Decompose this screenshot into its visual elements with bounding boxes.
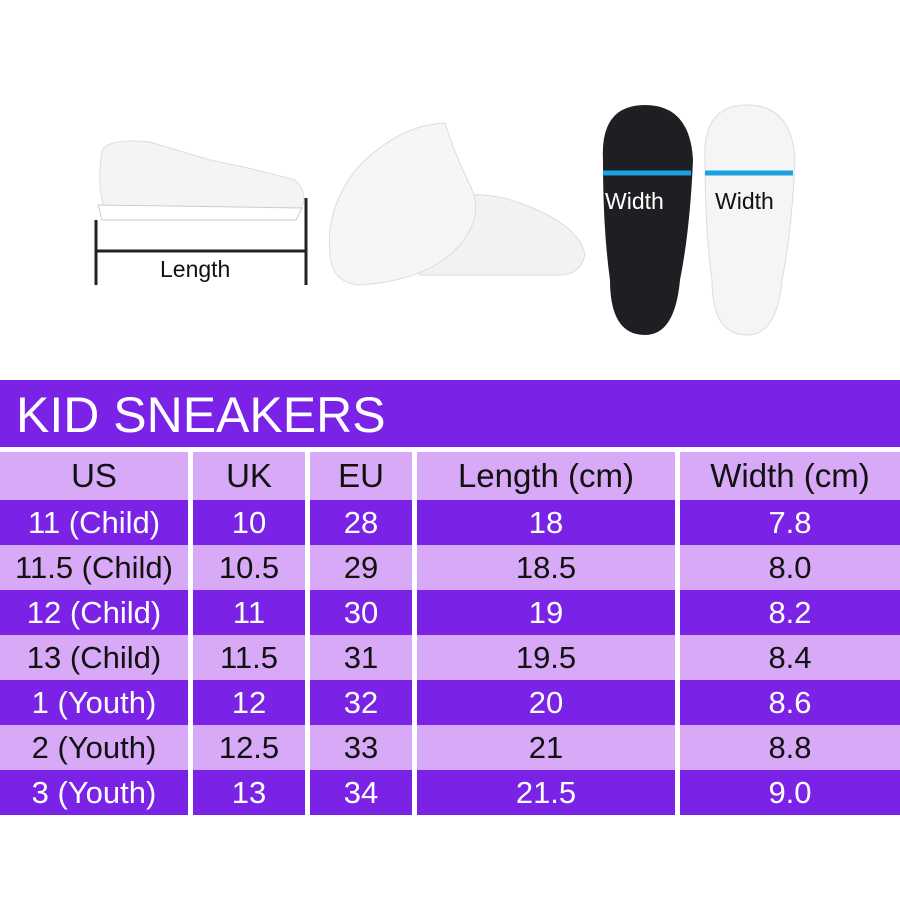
table-row: 1 (Youth) 12 32 20 8.6	[0, 680, 900, 725]
cell-width: 7.8	[680, 500, 900, 545]
table-row: 12 (Child) 11 30 19 8.2	[0, 590, 900, 635]
header-eu: EU	[310, 452, 412, 500]
cell-eu: 31	[310, 635, 412, 680]
cell-us: 1 (Youth)	[0, 680, 188, 725]
cell-width: 8.2	[680, 590, 900, 635]
cell-length: 21.5	[417, 770, 675, 815]
title-band: KID SNEAKERS	[0, 380, 900, 447]
cell-us: 11 (Child)	[0, 500, 188, 545]
soles-image	[602, 104, 796, 336]
cell-us: 11.5 (Child)	[0, 545, 188, 590]
cell-length: 20	[417, 680, 675, 725]
header-us: US	[0, 452, 188, 500]
chart-title: KID SNEAKERS	[16, 387, 386, 443]
table-row: 13 (Child) 11.5 31 19.5 8.4	[0, 635, 900, 680]
cell-uk: 12	[193, 680, 305, 725]
cell-length: 18	[417, 500, 675, 545]
cell-width: 8.4	[680, 635, 900, 680]
cell-us: 13 (Child)	[0, 635, 188, 680]
cell-uk: 11	[193, 590, 305, 635]
cell-eu: 28	[310, 500, 412, 545]
cell-uk: 10.5	[193, 545, 305, 590]
cell-length: 19.5	[417, 635, 675, 680]
header-width: Width (cm)	[680, 452, 900, 500]
length-label: Length	[160, 256, 231, 282]
table-row: 3 (Youth) 13 34 21.5 9.0	[0, 770, 900, 815]
table-row: 11.5 (Child) 10.5 29 18.5 8.0	[0, 545, 900, 590]
cell-width: 9.0	[680, 770, 900, 815]
side-shoe-image	[94, 140, 308, 285]
cell-length: 18.5	[417, 545, 675, 590]
cell-length: 19	[417, 590, 675, 635]
cell-uk: 10	[193, 500, 305, 545]
cell-us: 2 (Youth)	[0, 725, 188, 770]
cell-eu: 30	[310, 590, 412, 635]
cell-length: 21	[417, 725, 675, 770]
cell-eu: 34	[310, 770, 412, 815]
table-row: 11 (Child) 10 28 18 7.8	[0, 500, 900, 545]
sole-width-label-right: Width	[715, 188, 774, 214]
cell-width: 8.6	[680, 680, 900, 725]
cell-eu: 32	[310, 680, 412, 725]
header-length: Length (cm)	[417, 452, 675, 500]
cell-us: 12 (Child)	[0, 590, 188, 635]
table-header-row: US UK EU Length (cm) Width (cm)	[0, 452, 900, 500]
cell-width: 8.0	[680, 545, 900, 590]
size-table: US UK EU Length (cm) Width (cm) 11 (Chil…	[0, 452, 900, 815]
header-uk: UK	[193, 452, 305, 500]
cell-uk: 11.5	[193, 635, 305, 680]
cell-eu: 33	[310, 725, 412, 770]
cell-width: 8.8	[680, 725, 900, 770]
cell-uk: 13	[193, 770, 305, 815]
table-row: 2 (Youth) 12.5 33 21 8.8	[0, 725, 900, 770]
shoe-pair-image	[328, 122, 586, 286]
cell-us: 3 (Youth)	[0, 770, 188, 815]
cell-uk: 12.5	[193, 725, 305, 770]
cell-eu: 29	[310, 545, 412, 590]
sole-width-label-left: Width	[605, 188, 664, 214]
